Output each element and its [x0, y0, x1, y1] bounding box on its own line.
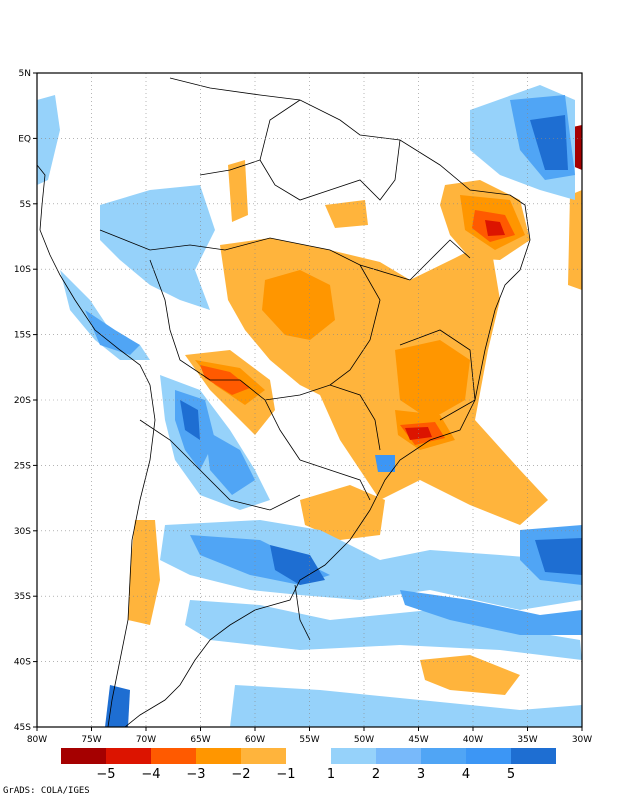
- x-tick-label: 80W: [27, 735, 47, 745]
- x-tick-label: 45W: [408, 735, 428, 745]
- border-1: [99, 229, 411, 281]
- border-8: [409, 239, 471, 281]
- y-tick-label: EQ: [18, 134, 31, 144]
- x-tick-label: 55W: [299, 735, 319, 745]
- neg-region-west: [228, 160, 248, 222]
- colorbar-swatch: [511, 748, 556, 764]
- border-2: [149, 259, 301, 461]
- colorbar-label: −4: [141, 767, 160, 782]
- border-6: [259, 139, 401, 201]
- colorbar-swatch: [331, 748, 376, 764]
- y-tick-label: 35S: [14, 592, 31, 602]
- pos-core-atlantic-dark: [530, 115, 568, 170]
- y-tick-label: 5N: [19, 69, 31, 79]
- colorbar-label: 2: [372, 767, 380, 782]
- colorbar-label: −5: [96, 767, 115, 782]
- border-10: [399, 329, 476, 421]
- x-tick-label: 35W: [517, 735, 537, 745]
- colorbar-swatch: [61, 748, 106, 764]
- pos-core-coastal-se: [375, 455, 395, 472]
- shaded-field: [37, 85, 582, 727]
- pos-core-south-dark: [270, 545, 325, 585]
- pos-region-coast-w: [60, 270, 150, 360]
- continent-outlines: [37, 77, 531, 727]
- colorbar-label: 4: [462, 767, 470, 782]
- border-4: [299, 459, 371, 501]
- pos-core-patagonia: [105, 685, 130, 727]
- pos-core-south-2: [400, 590, 582, 635]
- pos-region-south-2: [185, 600, 582, 660]
- pos-core-andes-dark: [180, 400, 200, 440]
- y-axis-labels: 5N EQ 5S 10S 15S 20S 25S 30S 35S 40S 45S: [14, 69, 31, 733]
- south-america-coastline: [37, 77, 531, 727]
- pos-region-south-3: [230, 685, 582, 727]
- colorbar-swatch: [241, 748, 286, 764]
- pos-region-south-1: [160, 520, 582, 610]
- colorbar-swatch: [421, 748, 466, 764]
- neg-region-south-atlantic: [420, 655, 520, 695]
- colorbar-swatch: [376, 748, 421, 764]
- pos-core-andes-2: [205, 430, 255, 495]
- colorbar-swatch: [466, 748, 511, 764]
- x-tick-label: 75W: [81, 735, 101, 745]
- colorbar-swatch: [106, 748, 151, 764]
- pos-region-nw: [100, 185, 215, 310]
- neg-region-chile: [128, 520, 160, 625]
- x-axis-labels: 80W 75W 70W 65W 60W 55W 50W 45W 40W 35W …: [27, 735, 592, 745]
- neg-core-1: [262, 270, 335, 340]
- colorbar-label: 1: [327, 767, 335, 782]
- border-11: [294, 584, 311, 641]
- x-tick-label: 40W: [463, 735, 483, 745]
- neg-region-coast-ne: [568, 190, 582, 290]
- neg-core-dark-1: [485, 220, 505, 236]
- colorbar-label: 3: [417, 767, 425, 782]
- colorbar: −5 −4 −3 −2 −1 1 2 3 4 5: [61, 748, 556, 782]
- y-tick-label: 25S: [14, 461, 31, 471]
- credit-text: GrADS: COLA/IGES: [3, 786, 90, 796]
- y-tick-label: 20S: [14, 396, 31, 406]
- pos-core-east-dark: [535, 538, 582, 575]
- pos-region-nw-edge: [37, 95, 60, 185]
- neg-region-amazon: [325, 200, 368, 228]
- border-7: [139, 419, 301, 511]
- tick-marks: [33, 72, 583, 731]
- y-tick-label: 40S: [14, 658, 31, 668]
- border-9: [329, 264, 381, 386]
- y-tick-label: 30S: [14, 527, 31, 537]
- y-tick-label: 10S: [14, 265, 31, 275]
- colorbar-label: −1: [276, 767, 295, 782]
- x-tick-label: 65W: [190, 735, 210, 745]
- grid-lines: [37, 73, 582, 727]
- colorbar-label: −2: [231, 767, 250, 782]
- pos-core-coast-w: [85, 310, 140, 355]
- colorbar-label: −3: [186, 767, 205, 782]
- x-tick-label: 50W: [354, 735, 374, 745]
- colorbar-swatch: [151, 748, 196, 764]
- y-tick-label: 45S: [14, 723, 31, 733]
- y-tick-label: 15S: [14, 331, 31, 341]
- colorbar-swatch: [196, 748, 241, 764]
- neg-region-uruguay: [300, 485, 385, 540]
- colorbar-label: 5: [507, 767, 515, 782]
- x-tick-label: 30W: [572, 735, 592, 745]
- y-tick-label: 5S: [20, 200, 32, 210]
- x-tick-label: 70W: [136, 735, 156, 745]
- border-5: [199, 99, 301, 176]
- border-3: [264, 384, 381, 451]
- x-tick-label: 60W: [245, 735, 265, 745]
